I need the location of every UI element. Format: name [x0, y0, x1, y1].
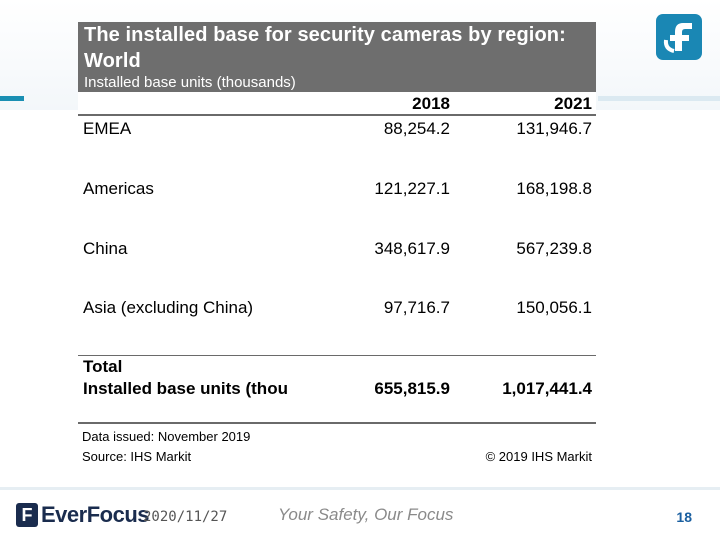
total-label-line2: Installed base units (thou [83, 379, 288, 398]
row-value-2018: 121,227.1 [374, 179, 450, 198]
total-divider [78, 355, 596, 356]
row-value-2021: 150,056.1 [516, 298, 592, 317]
copyright-note: © 2019 IHS Markit [485, 449, 592, 464]
accent-line-right [598, 96, 720, 101]
slide-subtitle: Installed base units (thousands) [84, 74, 296, 91]
row-value-2021: 567,239.8 [516, 239, 592, 258]
everfocus-mark-icon: F [16, 503, 38, 527]
year-header-row: 2018 2021 [78, 94, 596, 116]
row-value-2021: 131,946.7 [516, 119, 592, 138]
row-value-2018: 348,617.9 [374, 239, 450, 258]
row-label: Asia (excluding China) [83, 298, 254, 317]
brand-name: EverFocus [41, 502, 150, 527]
page-number: 18 [676, 509, 692, 525]
slide-panel: The installed base for security cameras … [78, 22, 596, 470]
brand-slogan: Your Safety, Our Focus [278, 505, 454, 524]
year-2021-header: 2021 [554, 94, 592, 113]
row-label: China [83, 239, 128, 258]
row-label: Americas [83, 179, 154, 198]
row-value-2021: 168,198.8 [516, 179, 592, 198]
total-label-line1: Total [83, 357, 123, 376]
slide-title: The installed base for security cameras … [84, 24, 566, 72]
everfocus-brand-logo: F EverFocus [16, 502, 150, 528]
year-2018-header: 2018 [412, 94, 450, 113]
row-value-2018: 88,254.2 [383, 119, 450, 138]
footer-divider [0, 487, 720, 490]
title-box: The installed base for security cameras … [78, 22, 596, 92]
total-value-2021: 1,017,441.4 [502, 379, 592, 398]
row-value-2018: 97,716.7 [383, 298, 450, 317]
total-value-2018: 655,815.9 [374, 379, 450, 398]
slide-date: 2020/11/27 [143, 509, 228, 525]
row-label: EMEA [83, 119, 132, 138]
slide-footer: F EverFocus 2020/11/27 Your Safety, Our … [0, 490, 720, 540]
accent-line-left [0, 96, 24, 101]
source-note: Source: IHS Markit [82, 449, 192, 464]
data-issued-note: Data issued: November 2019 [82, 429, 251, 444]
everfocus-logo-icon [656, 14, 702, 60]
table-row-total: Total Installed base units (thou 655,815… [78, 356, 596, 424]
